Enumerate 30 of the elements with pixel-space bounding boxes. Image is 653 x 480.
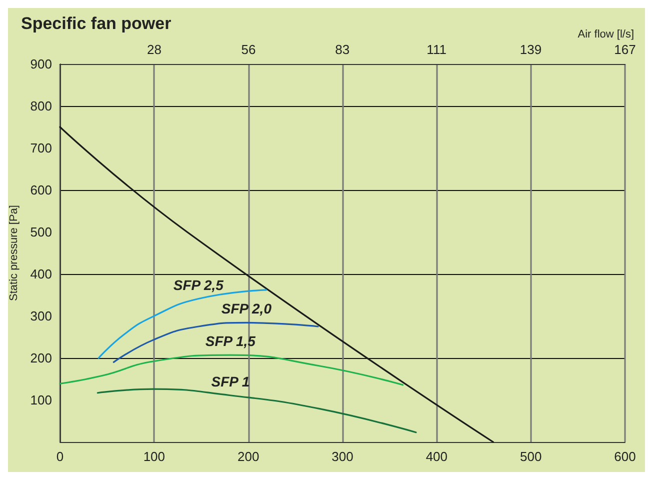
x-tick-label: 0 [56, 449, 64, 464]
x2-tick-label: 28 [146, 42, 162, 57]
x-tick-label: 400 [426, 449, 448, 464]
series-label: SFP 2,5 [173, 276, 224, 293]
y-tick-label: 200 [30, 350, 52, 366]
line-series [112, 322, 319, 363]
x-tick-label: 200 [237, 449, 260, 464]
y-tick-label: 600 [30, 182, 52, 198]
x-tick-label: 100 [143, 449, 166, 464]
y-tick-label: 900 [30, 56, 52, 72]
x2-tick-label: 111 [426, 42, 446, 57]
x-tick-label: 300 [332, 449, 354, 464]
chart-title: Specific fan power [21, 14, 172, 33]
x2-tick-label: 83 [335, 42, 350, 57]
x2-tick-label: 56 [241, 42, 256, 57]
y-tick-label: 300 [30, 308, 52, 324]
series-label: SFP 2,0 [221, 300, 272, 317]
x2-tick-label: 167 [614, 42, 636, 57]
x2-tick-label: 139 [520, 42, 542, 57]
y-tick-label: 500 [30, 224, 52, 240]
line-series [59, 354, 404, 386]
y-tick-label: 700 [30, 140, 52, 156]
y-tick-label: 400 [30, 266, 52, 282]
x2-axis-title: Air flow [l/s] [578, 28, 634, 40]
x-tick-label: 600 [614, 449, 636, 464]
line-series [96, 388, 417, 434]
y-axis-title: Static pressure [Pa] [8, 205, 20, 301]
y-tick-label: 800 [30, 98, 52, 114]
x-tick-label: 500 [520, 449, 542, 464]
y-tick-label: 100 [30, 392, 52, 408]
